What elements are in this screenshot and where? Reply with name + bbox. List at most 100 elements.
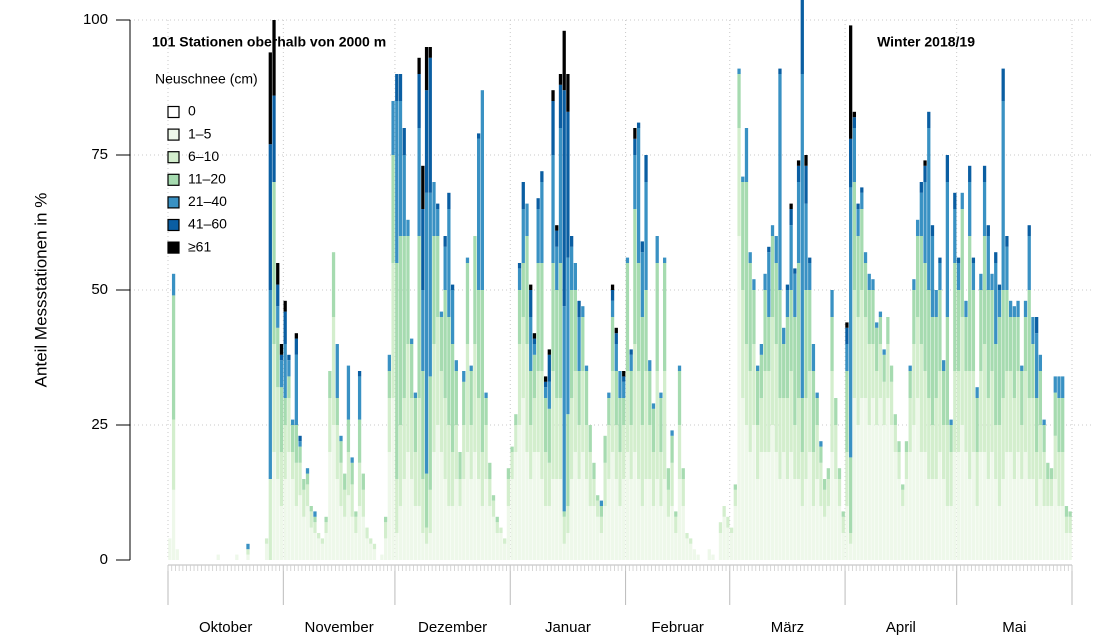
bar xyxy=(495,516,499,523)
bar xyxy=(856,425,860,560)
bar xyxy=(752,279,756,290)
y-tick-label: 50 xyxy=(91,281,108,298)
bar xyxy=(889,425,894,560)
bar xyxy=(346,495,351,560)
bar xyxy=(800,398,804,452)
bar xyxy=(964,317,968,371)
bar xyxy=(525,344,529,452)
bar xyxy=(908,398,912,452)
bar xyxy=(584,365,589,371)
bar xyxy=(1008,317,1013,371)
bar xyxy=(558,74,563,85)
bar xyxy=(294,338,298,355)
bar xyxy=(960,425,964,560)
bar xyxy=(767,317,771,371)
bar xyxy=(830,371,834,452)
bar xyxy=(942,371,946,425)
bar xyxy=(532,398,537,452)
bar xyxy=(670,430,674,436)
bar xyxy=(897,479,901,560)
bar xyxy=(655,263,659,371)
bar xyxy=(778,398,782,479)
bar xyxy=(945,155,950,182)
bar xyxy=(536,263,540,371)
bar xyxy=(543,376,548,382)
bar xyxy=(458,479,462,506)
bar xyxy=(856,317,860,425)
bar xyxy=(804,398,808,479)
bar xyxy=(752,290,756,344)
bar xyxy=(581,317,585,371)
bar xyxy=(1027,225,1031,236)
bar xyxy=(871,344,875,398)
bar xyxy=(930,236,935,317)
bar xyxy=(577,371,581,425)
bar xyxy=(268,290,272,479)
bar xyxy=(982,182,987,236)
bar xyxy=(1046,479,1050,506)
bar xyxy=(994,252,998,263)
bar xyxy=(484,425,488,479)
bar xyxy=(849,533,853,544)
bar xyxy=(350,457,354,463)
bar xyxy=(938,290,942,371)
bar xyxy=(756,365,760,371)
bar xyxy=(1012,479,1016,560)
bar xyxy=(648,360,652,371)
bar xyxy=(882,425,886,560)
bar xyxy=(410,479,414,560)
bar xyxy=(566,111,570,258)
bar xyxy=(729,533,734,560)
bar xyxy=(529,371,533,425)
bar xyxy=(536,371,540,452)
bar xyxy=(573,452,577,560)
bar xyxy=(588,506,592,560)
bar xyxy=(845,506,849,560)
bar xyxy=(997,290,1002,317)
bar xyxy=(945,182,950,317)
bar xyxy=(1038,479,1043,560)
bar xyxy=(923,263,927,371)
bar xyxy=(1035,398,1039,452)
bar xyxy=(793,273,797,317)
bar xyxy=(335,479,339,560)
bar xyxy=(447,317,451,425)
bar xyxy=(968,165,972,182)
bar xyxy=(748,252,752,263)
bar xyxy=(1049,479,1054,506)
bar xyxy=(413,452,418,506)
legend-label: 6–10 xyxy=(188,148,219,164)
bar xyxy=(875,425,879,560)
bar xyxy=(774,263,778,344)
bar xyxy=(726,527,730,560)
bar xyxy=(320,543,325,560)
bar xyxy=(581,452,585,560)
bar xyxy=(410,338,414,344)
bar xyxy=(607,425,611,479)
bar xyxy=(875,327,879,371)
bar xyxy=(309,511,313,528)
bar xyxy=(302,516,306,560)
bar xyxy=(878,344,883,398)
bar xyxy=(927,111,931,128)
bar xyxy=(551,263,555,371)
bar xyxy=(949,452,953,506)
bar xyxy=(968,371,972,479)
bar xyxy=(436,317,440,425)
bar xyxy=(335,398,339,425)
bar xyxy=(994,344,998,425)
bar xyxy=(361,489,365,517)
bar xyxy=(659,398,663,452)
bar xyxy=(547,381,551,409)
bar xyxy=(756,425,760,479)
bar xyxy=(808,371,812,452)
bar xyxy=(811,344,816,371)
bar xyxy=(432,236,436,344)
bar xyxy=(469,425,473,479)
bar xyxy=(648,479,652,560)
axes: 0 25 50 75 100 xyxy=(83,11,1073,605)
bar xyxy=(447,209,451,317)
bar xyxy=(822,516,827,560)
x-tick-label: November xyxy=(305,619,374,636)
bar xyxy=(514,425,518,452)
